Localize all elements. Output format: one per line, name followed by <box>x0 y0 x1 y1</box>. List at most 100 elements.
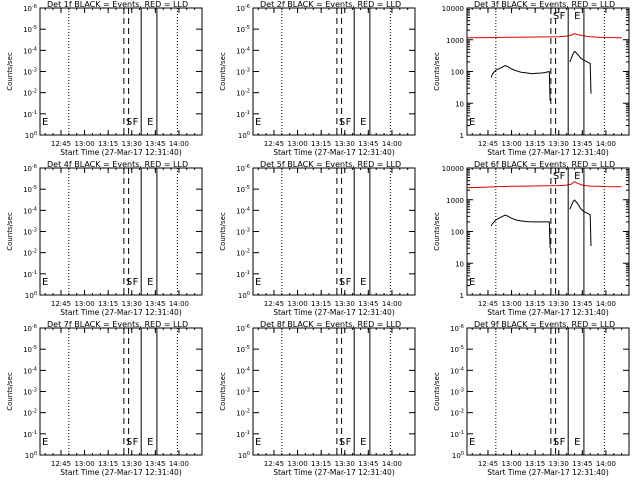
det-7-xtick-label: 13:00 <box>74 460 94 468</box>
det-2-xtick-label: 13:00 <box>287 140 307 148</box>
det-5-xtick-label: 13:15 <box>311 300 331 308</box>
det-9-xtick-label: 13:45 <box>572 460 592 468</box>
det-3-ytick-label: 10 <box>455 100 464 108</box>
det-5-xtick-label: 12:45 <box>264 300 284 308</box>
det-3-ylabel: Counts/sec <box>433 52 441 91</box>
det-9-ytick-label: 100 <box>452 451 464 460</box>
det-6-ytick-label: 100 <box>451 229 464 237</box>
det-5-xtick-label: 13:30 <box>335 300 355 308</box>
det-1-ytick-label: 10-3 <box>23 68 37 77</box>
det-4-marker-e-label: E <box>42 277 48 288</box>
det-6-xlabel: Start Time (27-Mar-17 12:31:40) <box>487 308 609 317</box>
det-4-xtick-label: 13:30 <box>122 300 142 308</box>
det-9-ytick-label: 10-4 <box>450 366 464 375</box>
det-1-marker-s-label: S <box>126 117 132 128</box>
det-2-ytick-label: 10-1 <box>236 110 250 119</box>
det-3-xlabel: Start Time (27-Mar-17 12:31:40) <box>487 148 609 157</box>
det-8-xlabel: Start Time (27-Mar-17 12:31:40) <box>273 468 395 477</box>
det-7-xtick-label: 12:45 <box>51 460 71 468</box>
det-9-marker-s-label: S <box>553 437 559 448</box>
det-3-marker-s-label: S <box>553 11 559 22</box>
det-3-xtick-label: 13:30 <box>549 140 569 148</box>
det-8-title: Det 8f BLACK = Events, RED = LLD <box>260 320 401 329</box>
det-5-ytick-label: 10-6 <box>236 164 250 173</box>
det-1-xtick-label: 13:30 <box>122 140 142 148</box>
det-7-ytick-label: 10-3 <box>23 388 37 397</box>
det-8-ytick-label: 10-5 <box>236 345 250 354</box>
det-8-xtick-label: 13:30 <box>335 460 355 468</box>
det-1-ytick-label: 100 <box>25 131 37 140</box>
det-5-ytick-label: 10-4 <box>236 206 250 215</box>
det-4-xtick-label: 13:15 <box>98 300 118 308</box>
det-9-xtick-label: 12:45 <box>478 460 498 468</box>
det-6-ytick-label: 1000 <box>446 197 464 205</box>
det-6-marker-e-label: E <box>469 277 475 288</box>
det-9-xtick-label: 13:00 <box>501 460 521 468</box>
det-2-xtick-label: 13:30 <box>335 140 355 148</box>
det-4-xtick-label: 13:45 <box>145 300 165 308</box>
det-6-ylabel: Counts/sec <box>433 212 441 251</box>
det-1-xtick-label: 13:45 <box>145 140 165 148</box>
det-5-ylabel: Counts/sec <box>219 212 227 251</box>
det-9-ytick-label: 10-3 <box>450 388 464 397</box>
det-6-xtick-label: 12:45 <box>478 300 498 308</box>
det-4-xtick-label: 14:00 <box>169 300 189 308</box>
det-9-marker-f-label: F <box>560 437 566 448</box>
det-5-title: Det 5f BLACK = Events, RED = LLD <box>260 160 401 169</box>
det-4-ytick-label: 10-4 <box>23 206 37 215</box>
det-3-xtick-label: 14:00 <box>596 140 616 148</box>
det-6-marker-e2-label: E <box>574 171 580 182</box>
det-9-ytick-label: 10-1 <box>450 430 464 439</box>
det-7-marker-e2-label: E <box>147 437 153 448</box>
det-3-ytick-label: 1000 <box>446 37 464 45</box>
det-6-xtick-label: 14:00 <box>596 300 616 308</box>
det-3-xtick-label: 13:15 <box>525 140 545 148</box>
det-7-marker-f-label: F <box>133 437 139 448</box>
det-8-xtick-label: 12:45 <box>264 460 284 468</box>
det-8-ytick-label: 10-6 <box>236 324 250 333</box>
det-5-xlabel: Start Time (27-Mar-17 12:31:40) <box>273 308 395 317</box>
det-7-title: Det 7f BLACK = Events, RED = LLD <box>47 320 188 329</box>
det-4-marker-e2-label: E <box>147 277 153 288</box>
det-4-xtick-label: 13:00 <box>74 300 94 308</box>
det-3-ytick-label: 10000 <box>442 5 464 13</box>
det-7-xlabel: Start Time (27-Mar-17 12:31:40) <box>60 468 182 477</box>
det-6-xtick-label: 13:15 <box>525 300 545 308</box>
det-1-ytick-label: 10-4 <box>23 46 37 55</box>
det-8-xtick-label: 13:00 <box>287 460 307 468</box>
det-8-ytick-label: 10-3 <box>236 388 250 397</box>
det-1-xtick-label: 13:15 <box>98 140 118 148</box>
det-8-xtick-label: 13:45 <box>358 460 378 468</box>
det-1-ytick-label: 10-6 <box>23 4 37 13</box>
det-6-ytick-label: 10 <box>455 260 464 268</box>
det-4-ylabel: Counts/sec <box>6 212 14 251</box>
det-1-xtick-label: 14:00 <box>169 140 189 148</box>
det-8-marker-f-label: F <box>346 437 352 448</box>
det-3-marker-f-label: F <box>560 11 566 22</box>
det-7-marker-e-label: E <box>42 437 48 448</box>
det-4-ytick-label: 10-1 <box>23 270 37 279</box>
det-6-title: Det 6f BLACK = Events, RED = LLD <box>474 160 615 169</box>
det-7-marker-s-label: S <box>126 437 132 448</box>
det-7-ytick-label: 10-5 <box>23 345 37 354</box>
det-3-xtick-label: 13:45 <box>572 140 592 148</box>
det-5-ytick-label: 10-1 <box>236 270 250 279</box>
det-1-ytick-label: 10-2 <box>23 89 37 98</box>
det-6-series-2-seg-1 <box>490 214 551 249</box>
det-8-marker-s-label: S <box>339 437 345 448</box>
det-2-ytick-label: 10-4 <box>236 46 250 55</box>
det-1-ytick-label: 10-1 <box>23 110 37 119</box>
det-4-xtick-label: 12:45 <box>51 300 71 308</box>
det-9-ylabel: Counts/sec <box>433 372 441 411</box>
det-5-ytick-label: 10-5 <box>236 185 250 194</box>
det-9-ytick-label: 10-5 <box>450 345 464 354</box>
det-6-series-1-seg-1 <box>466 181 622 189</box>
det-1-ytick-label: 10-5 <box>23 25 37 34</box>
det-9-xlabel: Start Time (27-Mar-17 12:31:40) <box>487 468 609 477</box>
det-9-ytick-label: 10-6 <box>450 324 464 333</box>
det-4-ytick-label: 10-5 <box>23 185 37 194</box>
det-6-ytick-label: 10000 <box>442 165 464 173</box>
det-5-ytick-label: 100 <box>238 291 250 300</box>
det-4-ytick-label: 10-2 <box>23 249 37 258</box>
